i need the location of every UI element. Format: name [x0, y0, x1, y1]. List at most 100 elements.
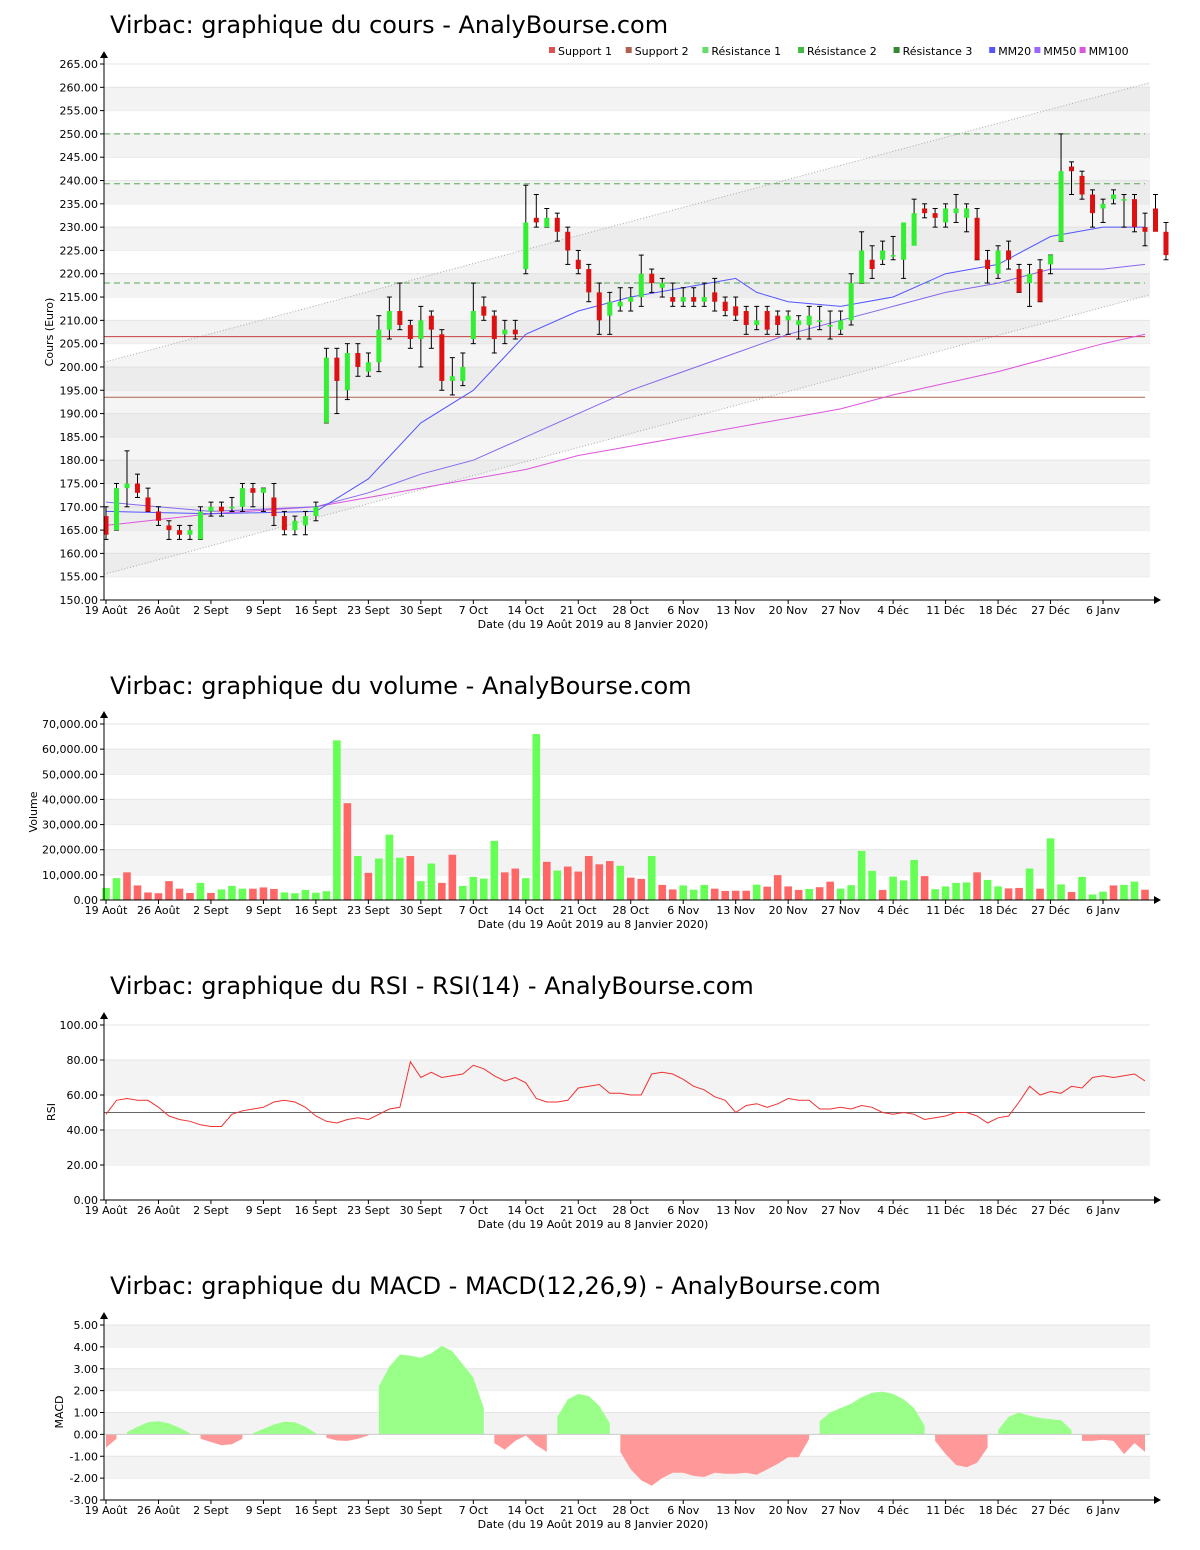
volume-bar: [228, 885, 236, 900]
price-x-tick-label: 6 Nov: [667, 604, 699, 617]
rsi-x-tick-label: 2 Sept: [193, 1204, 229, 1217]
volume-bar: [637, 878, 646, 900]
volume-x-tick-label: 4 Déc: [877, 904, 909, 917]
volume-bar: [448, 854, 457, 900]
volume-x-tick-label: 23 Sept: [347, 904, 390, 917]
volume-bar: [700, 884, 709, 900]
candle-body: [901, 222, 907, 260]
macd-chart: Virbac: graphique du MACD - MACD(12,26,9…: [53, 1272, 1161, 1531]
candle-body: [911, 213, 917, 246]
candle-body: [838, 320, 844, 330]
macd-y-axis-arrow: [100, 1312, 108, 1319]
macd-y-tick-label: -2.00: [70, 1472, 98, 1485]
macd-positive-area: [252, 1421, 316, 1435]
volume-bar: [658, 884, 667, 900]
volume-bar: [396, 857, 404, 900]
macd-negative-area: [494, 1434, 547, 1452]
candle-body: [197, 511, 203, 540]
candle-body: [134, 483, 140, 493]
macd-grid-band: [104, 1368, 1150, 1391]
price-x-tick-label: 4 Déc: [877, 604, 909, 617]
price-y-tick-label: 240.00: [60, 175, 99, 188]
volume-x-tick-label: 9 Sept: [246, 904, 282, 917]
rsi-y-tick-label: 100.00: [60, 1019, 99, 1032]
rsi-grid-band: [104, 1130, 1150, 1165]
volume-bar: [1130, 881, 1139, 900]
macd-x-axis-arrow: [1154, 1496, 1161, 1504]
macd-y-tick-label: -1.00: [70, 1450, 98, 1463]
price-y-tick-label: 220.00: [60, 268, 99, 281]
candle-body: [229, 506, 235, 509]
price-y-tick-label: 195.00: [60, 384, 99, 397]
price-x-tick-label: 9 Sept: [246, 604, 282, 617]
candle-body: [239, 488, 245, 507]
candle-body: [397, 311, 403, 326]
price-legend-swatch: [893, 47, 900, 53]
candle-body: [890, 255, 896, 257]
price-legend-swatch: [798, 47, 804, 53]
volume-bar: [941, 886, 950, 900]
candle-body: [1016, 269, 1022, 293]
volume-bar: [217, 889, 226, 900]
rsi-grid-band: [104, 1060, 1150, 1095]
price-x-tick-label: 14 Oct: [508, 604, 545, 617]
price-channel-lower: [103, 294, 1151, 575]
volume-bar: [123, 872, 131, 900]
candle-body: [260, 488, 266, 493]
candle-body: [376, 329, 382, 363]
macd-x-tick-label: 27 Nov: [821, 1504, 860, 1517]
candle-body: [1069, 166, 1075, 172]
volume-x-axis-arrow: [1154, 896, 1161, 904]
price-legend-swatch: [702, 47, 709, 53]
price-x-tick-label: 2 Sept: [193, 604, 229, 617]
volume-bar: [144, 892, 152, 900]
candle-body: [1079, 175, 1085, 195]
volume-bar: [511, 868, 520, 900]
candle-body: [775, 315, 781, 326]
volume-bar: [427, 863, 436, 900]
volume-chart: Virbac: graphique du volume - AnalyBours…: [27, 672, 1161, 931]
macd-grid-band: [104, 1456, 1150, 1479]
rsi-y-axis-label: RSI: [45, 1103, 58, 1121]
rsi-y-tick-label: 60.00: [67, 1089, 99, 1102]
volume-bar: [291, 893, 299, 900]
price-grid-band: [104, 180, 1150, 204]
rsi-x-tick-label: 13 Nov: [716, 1204, 755, 1217]
price-y-tick-label: 265.00: [60, 58, 99, 71]
volume-bar: [102, 887, 110, 900]
volume-bar: [584, 856, 593, 900]
volume-bar: [962, 882, 971, 900]
volume-grid: [104, 723, 1150, 876]
volume-x-axis-label: Date (du 19 Août 2019 au 8 Janvier 2020): [478, 918, 709, 931]
volume-bar: [1057, 884, 1065, 900]
candle-body: [733, 306, 739, 316]
rsi-x-tick-label: 18 Déc: [979, 1204, 1018, 1217]
volume-bar: [459, 885, 467, 900]
candle-body: [428, 315, 434, 330]
rsi-grid: [104, 1024, 1150, 1166]
price-channel-fill: [104, 82, 1150, 575]
volume-bar: [994, 886, 1002, 900]
volume-x-tick-label: 28 Oct: [612, 904, 649, 917]
volume-x-tick-label: 11 Déc: [926, 904, 965, 917]
volume-y-tick-label: 30,000.00: [42, 819, 98, 832]
candle-body: [1121, 199, 1127, 201]
candle-body: [1100, 203, 1106, 209]
candle-body: [208, 506, 214, 512]
candle-body: [281, 516, 287, 531]
price-marks: [103, 82, 1169, 575]
candle-body: [764, 311, 770, 330]
volume-bar: [868, 870, 876, 900]
candle-body: [817, 320, 823, 322]
volume-grid-band: [104, 799, 1150, 825]
candle-body: [460, 366, 466, 381]
volume-x-tick-label: 30 Sept: [400, 904, 443, 917]
candle-body: [785, 315, 791, 321]
candle-body: [659, 283, 665, 288]
volume-y-tick-label: 40,000.00: [42, 793, 98, 806]
candle-body: [953, 208, 959, 214]
macd-positive-area: [819, 1391, 925, 1435]
rsi-x-tick-label: 16 Sept: [295, 1204, 338, 1217]
macd-x-tick-label: 21 Oct: [560, 1504, 597, 1517]
candle-body: [964, 208, 970, 218]
